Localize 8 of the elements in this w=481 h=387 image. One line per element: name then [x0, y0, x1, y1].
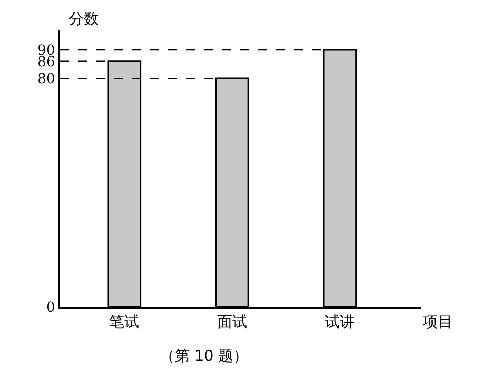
x-tick-label: 笔试 [110, 312, 140, 331]
y-tick-label: 0 [46, 300, 56, 316]
text: （第 10 题） [160, 347, 249, 365]
y-axis-title: 分数 [69, 10, 99, 28]
x-axis-title: 项目 [423, 313, 453, 331]
y-tick-label: 80 [38, 71, 56, 88]
x-tick-label: 面试 [217, 312, 248, 331]
x-tick-label: 试讲 [325, 312, 356, 331]
